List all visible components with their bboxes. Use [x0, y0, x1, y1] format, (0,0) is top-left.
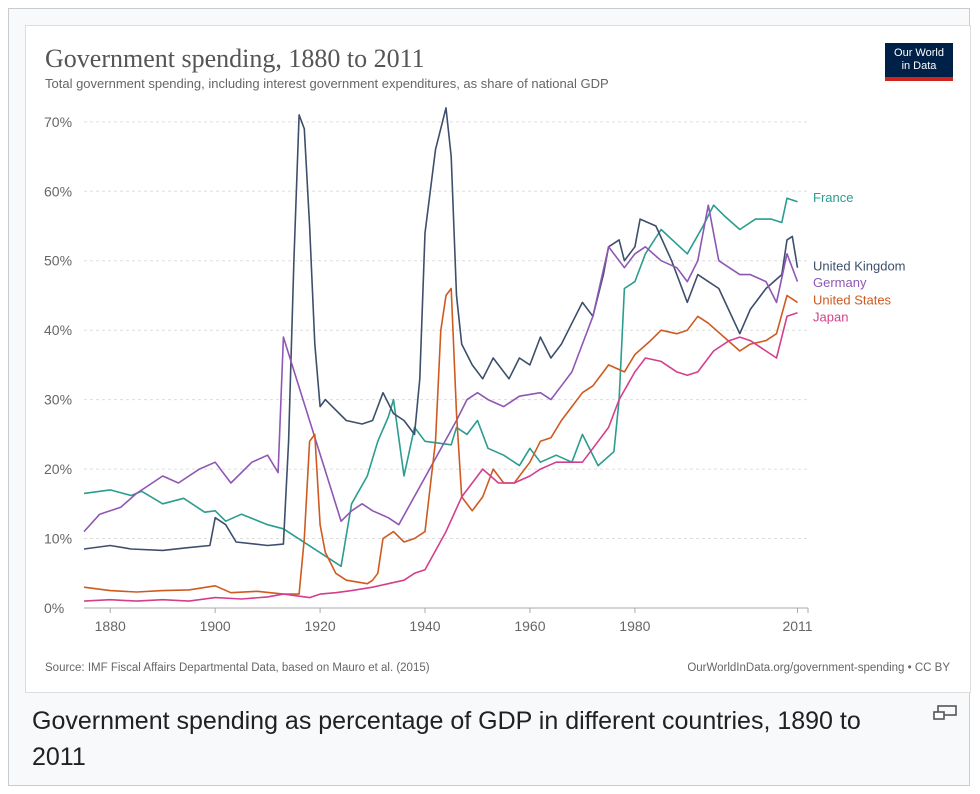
- y-tick-label: 50%: [44, 253, 72, 269]
- x-tick-label: 2011: [782, 618, 812, 634]
- figure-caption: Government spending as percentage of GDP…: [32, 707, 861, 771]
- series-line-france: [83, 197, 798, 568]
- legend-label-germany: Germany: [813, 275, 867, 290]
- y-tick-label: 70%: [44, 114, 72, 130]
- source-note: Source: IMF Fiscal Affairs Departmental …: [45, 662, 430, 674]
- figure-frame: Government spending, 1880 to 2011 Total …: [8, 8, 971, 786]
- x-tick-label: 1900: [200, 618, 231, 634]
- chart-container: Government spending, 1880 to 2011 Total …: [25, 25, 971, 693]
- chart-title: Government spending, 1880 to 2011: [45, 44, 425, 73]
- legend-label-united-kingdom: United Kingdom: [813, 258, 906, 273]
- x-tick-label: 1920: [305, 618, 336, 634]
- y-tick-label: 0%: [44, 600, 64, 616]
- x-tick-label: 1960: [514, 618, 545, 634]
- x-tick-label: 1880: [95, 618, 126, 634]
- chart-subtitle: Total government spending, including int…: [45, 76, 609, 91]
- series-line-united-kingdom: [83, 107, 799, 552]
- x-tick-label: 1980: [619, 618, 650, 634]
- legend-label-france: France: [813, 190, 853, 205]
- magnify-clip-icon[interactable]: [933, 703, 961, 723]
- y-tick-label: 60%: [44, 183, 72, 199]
- series-line-japan: [83, 312, 798, 602]
- y-tick-label: 40%: [44, 322, 72, 338]
- our-world-in-data-logo[interactable]: Our World in Data: [885, 43, 953, 81]
- legend-label-united-states: United States: [813, 292, 892, 307]
- logo-line-2: in Data: [901, 60, 937, 72]
- legend-label-japan: Japan: [813, 310, 848, 325]
- y-tick-label: 20%: [44, 461, 72, 477]
- y-tick-label: 10%: [44, 531, 72, 547]
- series-line-united-states: [83, 287, 798, 595]
- line-chart: 0% 10% 20% 30% 40% 50% 60% 70% 1880 1900 1920 1940 1…: [44, 107, 906, 634]
- series-line-germany: [83, 204, 799, 533]
- logo-line-1: Our World: [894, 47, 944, 59]
- y-tick-label: 30%: [44, 392, 72, 408]
- license-note[interactable]: OurWorldInData.org/government-spending •…: [687, 662, 950, 674]
- x-tick-label: 1940: [409, 618, 440, 634]
